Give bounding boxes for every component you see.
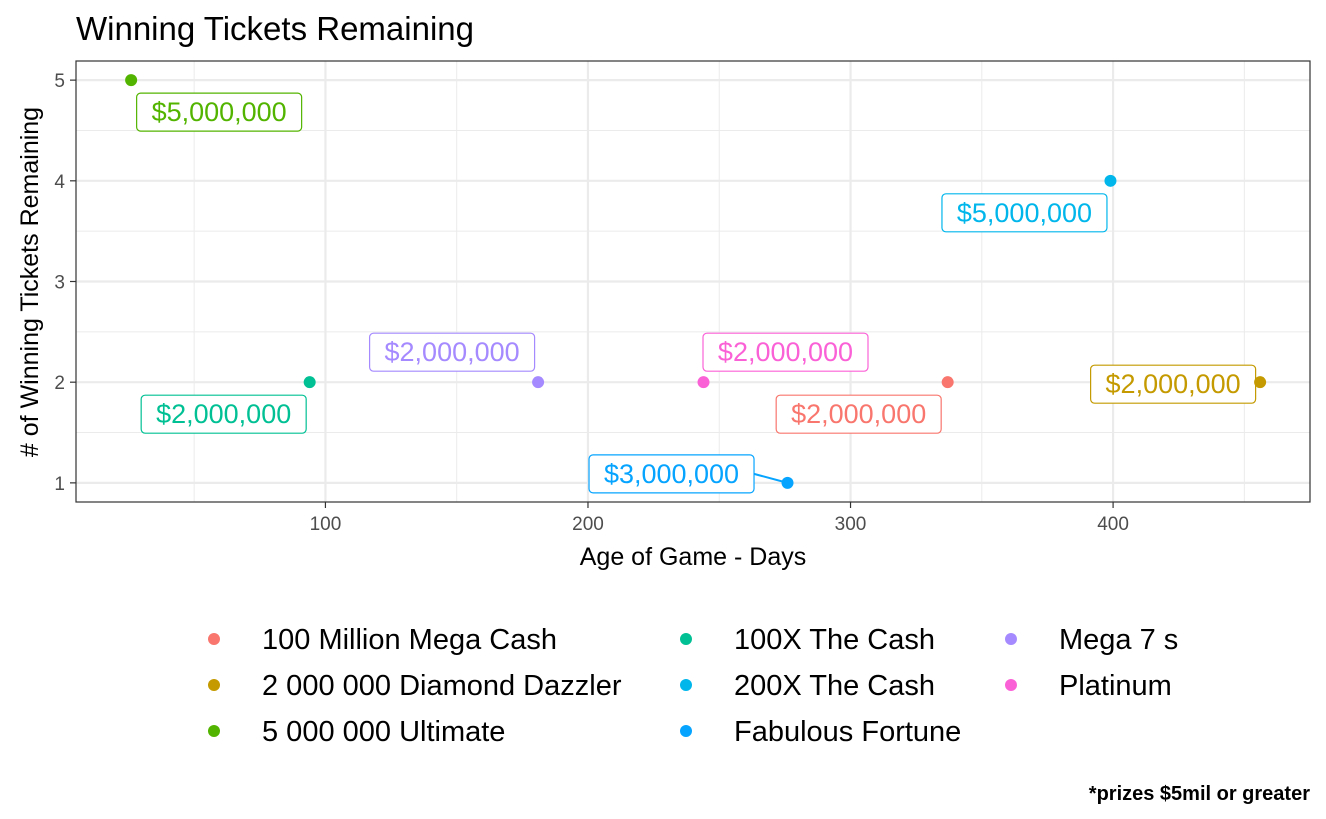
caption: *prizes $5mil or greater (1089, 783, 1310, 805)
legend-item: 200X The Cash (680, 670, 935, 702)
legend-label: 200X The Cash (734, 670, 935, 702)
label-box (140, 394, 307, 434)
label-box (775, 394, 942, 434)
y-tick-label: 4 (54, 172, 65, 193)
legend-key (208, 725, 220, 737)
data-point (125, 74, 138, 87)
legend-item: 2 000 000 Diamond Dazzler (208, 670, 622, 702)
label-text: $5,000,000 (957, 198, 1092, 228)
legend-label: 100X The Cash (734, 624, 935, 656)
data-point (303, 376, 316, 389)
data-point (697, 376, 710, 389)
y-tick-label: 5 (54, 71, 65, 92)
label-box (588, 454, 755, 494)
legend-key (680, 679, 692, 691)
data-points (125, 74, 1267, 489)
legend-key (208, 679, 220, 691)
label-text: $2,000,000 (1106, 369, 1241, 399)
point-labels: $2,000,000 $2,000,000 $5,000,000 $2,000,000… (136, 92, 1261, 494)
label-box (941, 193, 1108, 233)
point-label: $2,000,000 (140, 394, 307, 434)
y-tick-label: 3 (54, 273, 65, 294)
label-box (702, 332, 869, 372)
legend-key (1005, 679, 1017, 691)
label-text: $3,000,000 (604, 459, 739, 489)
data-point (781, 476, 794, 489)
x-tick-label: 200 (572, 514, 604, 535)
legend-item: 100 Million Mega Cash (208, 624, 557, 656)
data-point (1254, 376, 1267, 389)
point-label: $2,000,000 (1090, 364, 1261, 404)
label-text: $2,000,000 (791, 399, 926, 429)
label-box (136, 92, 303, 132)
chart-title: Winning Tickets Remaining (76, 10, 474, 47)
axes: 100 200 300 400 1 2 3 4 5 (54, 71, 1129, 535)
point-label: $2,000,000 (775, 394, 942, 434)
legend-label: Platinum (1059, 670, 1172, 702)
label-text: $2,000,000 (385, 337, 520, 367)
y-tick-label: 2 (54, 373, 65, 394)
y-tick-label: 1 (54, 474, 65, 495)
point-label: $5,000,000 (941, 193, 1108, 233)
legend-label: 2 000 000 Diamond Dazzler (262, 670, 622, 702)
label-text: $5,000,000 (152, 97, 287, 127)
x-tick-label: 400 (1097, 514, 1129, 535)
label-text: $2,000,000 (718, 337, 853, 367)
label-text: $2,000,000 (156, 399, 291, 429)
x-tick-label: 300 (835, 514, 867, 535)
data-point (532, 376, 545, 389)
point-label: $5,000,000 (136, 92, 303, 132)
data-point (1104, 174, 1117, 187)
x-axis-title: Age of Game - Days (580, 543, 806, 571)
label-box (368, 332, 536, 372)
legend-key (680, 633, 692, 645)
legend-label: 100 Million Mega Cash (262, 624, 557, 656)
legend-label: 5 000 000 Ultimate (262, 716, 505, 748)
point-label: $2,000,000 (702, 332, 869, 372)
legend: 100 Million Mega Cash 2 000 000 Diamond D… (208, 624, 1178, 748)
legend-item: 100X The Cash (680, 624, 935, 656)
y-axis-title: # of Winning Tickets Remaining (16, 107, 44, 457)
legend-label: Fabulous Fortune (734, 716, 961, 748)
legend-key (680, 725, 692, 737)
x-tick-label: 100 (310, 514, 342, 535)
legend-item: Platinum (1005, 670, 1172, 702)
point-label: $2,000,000 (368, 332, 536, 372)
legend-label: Mega 7 s (1059, 624, 1178, 656)
legend-key (208, 633, 220, 645)
legend-item: 5 000 000 Ultimate (208, 716, 505, 748)
legend-item: Fabulous Fortune (680, 716, 961, 748)
data-point (941, 376, 954, 389)
legend-item: Mega 7 s (1005, 624, 1178, 656)
legend-key (1005, 633, 1017, 645)
point-label: $3,000,000 (588, 454, 788, 494)
